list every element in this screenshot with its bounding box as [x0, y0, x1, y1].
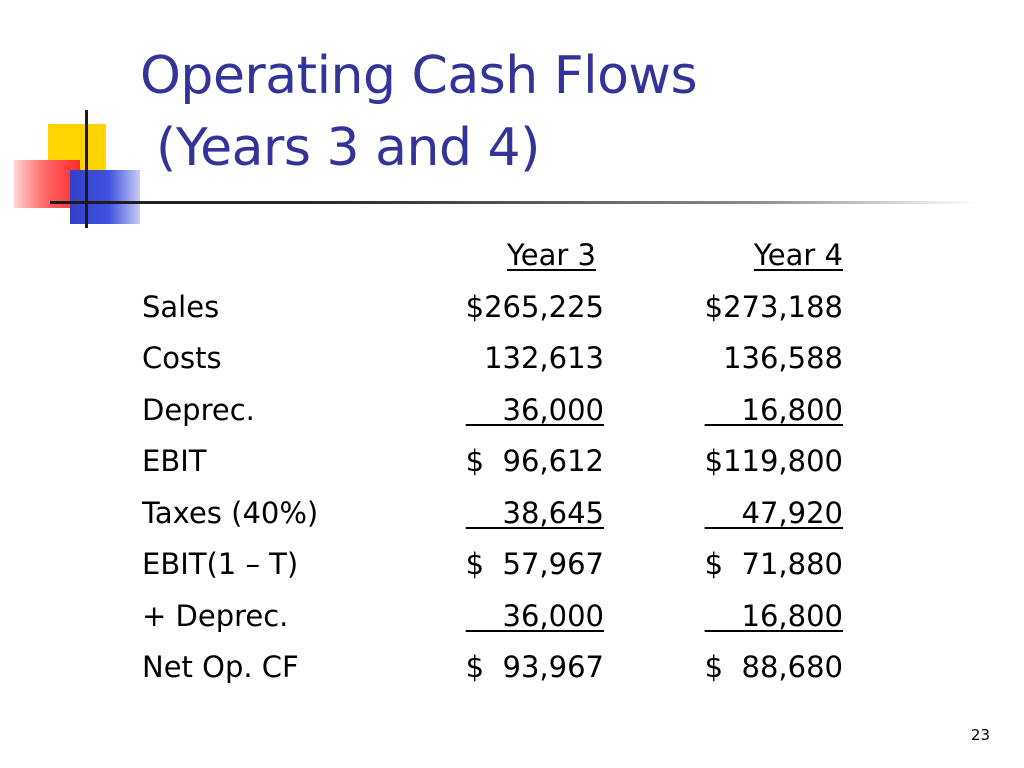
table-row: EBIT(1 – T) $ 57,967 $ 71,880 [142, 539, 862, 591]
cell-year-4: $ 88,680 [704, 650, 843, 684]
cash-flow-table: Year 3 Year 4 Sales $265,225 $273,188 Co… [142, 230, 862, 694]
cell-year-4: 16,800 [704, 598, 844, 633]
row-label-taxes: Taxes (40%) [142, 495, 319, 530]
red-square-decoration [14, 160, 80, 208]
cell-year-3: $ 96,612 [465, 444, 604, 478]
row-label-net-op-cf: Net Op. CF [142, 650, 299, 684]
cell-year-3: $ 93,967 [465, 650, 604, 684]
cell-year-3: 132,613 [484, 341, 604, 375]
cell-year-3: 36,000 [465, 598, 605, 633]
cell-year-4: $273,188 [704, 289, 843, 324]
vertical-line-decoration [85, 110, 88, 228]
cell-year-4: $ 71,880 [704, 547, 843, 581]
cell-year-4: 47,920 [704, 495, 844, 530]
corner-decoration [0, 0, 160, 240]
table-row: EBIT $ 96,612 $119,800 [142, 436, 862, 488]
header-year-3: Year 3 [506, 238, 596, 272]
table-row: + Deprec. 36,000 16,800 [142, 591, 862, 643]
cell-year-3: $ 57,967 [465, 547, 604, 581]
cell-year-4: 136,588 [723, 341, 843, 375]
row-label-deprec: Deprec. [142, 392, 255, 427]
cell-year-4: 16,800 [704, 392, 844, 427]
table-row: Deprec. 36,000 16,800 [142, 385, 862, 437]
row-label-costs: Costs [142, 341, 222, 375]
blue-square-decoration [70, 170, 140, 224]
table-row: Taxes (40%) 38,645 47,920 [142, 488, 862, 540]
slide-title: Operating Cash Flows (Years 3 and 4) [140, 46, 698, 178]
header-year-4: Year 4 [753, 238, 843, 272]
cell-year-3: 36,000 [465, 392, 605, 427]
table-row: Costs 132,613 136,588 [142, 333, 862, 385]
cell-year-3: 38,645 [465, 495, 605, 530]
row-label-ebit: EBIT [142, 444, 207, 478]
cell-year-3: $265,225 [465, 289, 604, 324]
cell-year-4: $119,800 [704, 444, 843, 478]
table-row: Net Op. CF $ 93,967 $ 88,680 [142, 642, 862, 694]
table-header-row: Year 3 Year 4 [142, 230, 862, 282]
page-number: 23 [970, 726, 990, 744]
row-label-ebit-after-tax: EBIT(1 – T) [142, 547, 299, 581]
table-row: Sales $265,225 $273,188 [142, 282, 862, 334]
row-label-sales: Sales [142, 289, 220, 324]
row-label-plus-deprec: + Deprec. [142, 598, 289, 633]
title-underline-rule [50, 201, 980, 204]
